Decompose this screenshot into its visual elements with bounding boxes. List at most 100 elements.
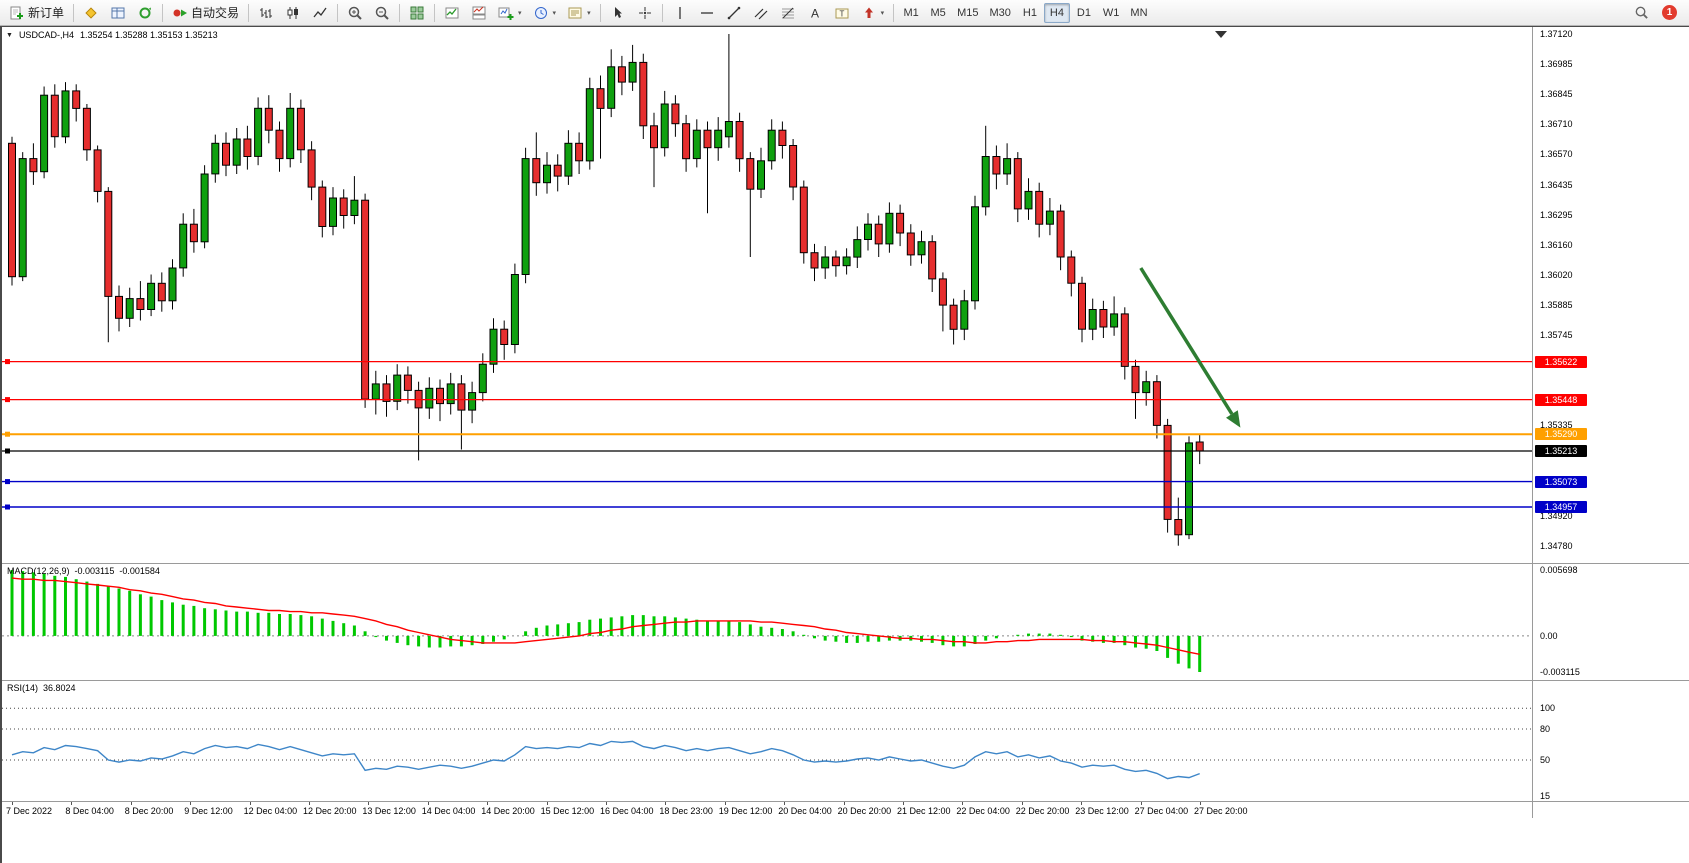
price-tick-label: 1.36985 — [1540, 59, 1573, 70]
cursor-button[interactable] — [605, 2, 631, 24]
timeframe-button-M15[interactable]: M15 — [952, 3, 983, 23]
text-icon: A — [811, 6, 819, 20]
text-button[interactable]: A — [802, 2, 828, 24]
timeframe-button-MN[interactable]: MN — [1125, 3, 1152, 23]
time-axis-tick — [843, 802, 845, 805]
macd-label: MACD(12,26,9) -0.003115 -0.001584 — [7, 566, 160, 576]
periods-button[interactable]: ▾ — [528, 2, 562, 24]
autotrading-button[interactable]: 自动交易 — [167, 2, 244, 24]
text-label-button[interactable]: T — [829, 2, 855, 24]
metaeditor-button[interactable] — [78, 2, 104, 24]
toolbar-right-group: 1 — [1629, 2, 1685, 24]
hline-price-label: 1.35073 — [1535, 475, 1587, 488]
time-axis-tick — [784, 802, 786, 805]
new-order-button[interactable]: 新订单 — [4, 2, 69, 24]
time-axis-label: 27 Dec 20:00 — [1194, 806, 1248, 816]
fibonacci-button[interactable] — [775, 2, 801, 24]
arrows-button[interactable]: ▾ — [856, 2, 890, 24]
candlestick-chart-button[interactable] — [280, 2, 306, 24]
timeframe-button-M5[interactable]: M5 — [925, 3, 951, 23]
bar-chart-button[interactable] — [253, 2, 279, 24]
macd-main-value: -0.003115 — [74, 566, 115, 576]
panel-separator[interactable] — [2, 680, 1689, 681]
time-axis-label: 20 Dec 04:00 — [778, 806, 832, 816]
diamond-icon — [85, 6, 97, 19]
toolbar-separator — [434, 3, 436, 22]
templates-button[interactable]: ▾ — [562, 2, 596, 24]
timeframe-button-M30[interactable]: M30 — [985, 3, 1016, 23]
text-label-icon: T — [835, 8, 849, 18]
price-tick-label: 1.36845 — [1540, 89, 1573, 100]
line-chart-icon — [313, 7, 327, 17]
crosshair-button[interactable] — [632, 2, 658, 24]
time-axis-tick — [1021, 802, 1023, 805]
chart-window[interactable]: ▼ USDCAD-,H4 1.35254 1.35288 1.35153 1.3… — [0, 26, 1689, 863]
crosshair-icon — [638, 6, 651, 19]
tile-windows-button[interactable] — [404, 2, 430, 24]
price-scale[interactable]: 1.37120 1.36985 1.36845 1.36710 1.36570 1.364… — [1533, 27, 1689, 863]
time-axis-label: 9 Dec 12:00 — [184, 806, 233, 816]
time-axis-label: 16 Dec 04:00 — [600, 806, 654, 816]
time-axis-tick — [724, 802, 726, 805]
toolbar-separator — [337, 3, 339, 22]
price-tick-label: 1.36295 — [1540, 209, 1573, 220]
indicator-window-button[interactable] — [466, 2, 492, 24]
panel-separator[interactable] — [2, 563, 1689, 564]
timeframe-button-W1[interactable]: W1 — [1098, 3, 1125, 23]
horizontal-line-button[interactable] — [694, 2, 720, 24]
time-axis-label: 18 Dec 23:00 — [659, 806, 713, 816]
line-chart-button[interactable] — [307, 2, 333, 24]
data-window-button[interactable] — [105, 2, 131, 24]
zoom-out-button[interactable] — [369, 2, 395, 24]
timeframe-button-H4[interactable]: H4 — [1043, 2, 1070, 23]
time-axis-tick — [903, 802, 904, 805]
hline-price-label: 1.35213 — [1535, 445, 1587, 457]
time-axis-tick — [249, 802, 251, 805]
time-axis-label: 15 Dec 12:00 — [540, 806, 595, 816]
time-axis-label: 22 Dec 04:00 — [956, 806, 1010, 816]
zoom-in-icon — [348, 6, 362, 20]
vertical-line-icon — [678, 6, 681, 19]
notification-badge[interactable]: 1 — [1662, 5, 1677, 20]
timeframe-button-H1[interactable]: H1 — [1017, 3, 1043, 23]
timeframe-toolbar: M1 M5 M15 M30 H1 H4 D1 W1 MN — [898, 2, 1152, 23]
time-axis[interactable]: 7 Dec 2022 8 Dec 04:00 8 Dec 20:00 9 Dec 12… — [2, 802, 1532, 818]
price-tick-label: 1.36435 — [1540, 179, 1573, 190]
channel-button[interactable] — [748, 2, 774, 24]
chevron-down-icon: ▾ — [880, 9, 885, 17]
macd-panel-canvas[interactable] — [2, 564, 1532, 680]
candlestick-chart-icon — [287, 6, 299, 19]
chart-symbol-period: USDCAD-,H4 — [18, 30, 74, 40]
time-axis-label: 8 Dec 04:00 — [65, 806, 114, 816]
zoom-in-button[interactable] — [342, 2, 368, 24]
fibonacci-icon — [781, 7, 794, 18]
rsi-label: RSI(14) 36.8024 — [7, 683, 76, 693]
toolbar-separator — [73, 3, 75, 22]
time-axis-label: 27 Dec 04:00 — [1134, 806, 1189, 816]
arrow-shape-icon — [864, 7, 873, 18]
indicators-button[interactable] — [439, 2, 465, 24]
price-tick-label: 1.35335 — [1540, 420, 1573, 431]
indicators-icon — [445, 7, 459, 18]
new-order-label: 新订单 — [28, 6, 65, 20]
vertical-line-button[interactable] — [667, 2, 693, 24]
timeframe-button-M1[interactable]: M1 — [898, 3, 924, 23]
search-icon — [1635, 6, 1648, 19]
new-chart-button[interactable]: ▾ — [493, 2, 527, 24]
refresh-button[interactable] — [132, 2, 158, 24]
trendline-button[interactable] — [721, 2, 747, 24]
time-axis-label: 7 Dec 2022 — [6, 806, 53, 816]
timeframe-button-D1[interactable]: D1 — [1071, 3, 1097, 23]
chart-shift-marker — [1215, 31, 1227, 38]
rsi-panel-canvas[interactable] — [2, 681, 1532, 801]
search-button[interactable] — [1629, 2, 1654, 24]
channel-icon — [754, 8, 768, 19]
time-axis-label: 20 Dec 20:00 — [837, 806, 892, 816]
time-axis-label: 12 Dec 20:00 — [303, 806, 357, 816]
time-axis-label: 22 Dec 20:00 — [1015, 806, 1070, 816]
new-chart-icon — [498, 7, 514, 20]
panel-separator[interactable] — [2, 801, 1689, 802]
one-click-trading-arrow-icon[interactable]: ▼ — [6, 31, 13, 39]
price-chart-canvas[interactable] — [2, 27, 1532, 563]
